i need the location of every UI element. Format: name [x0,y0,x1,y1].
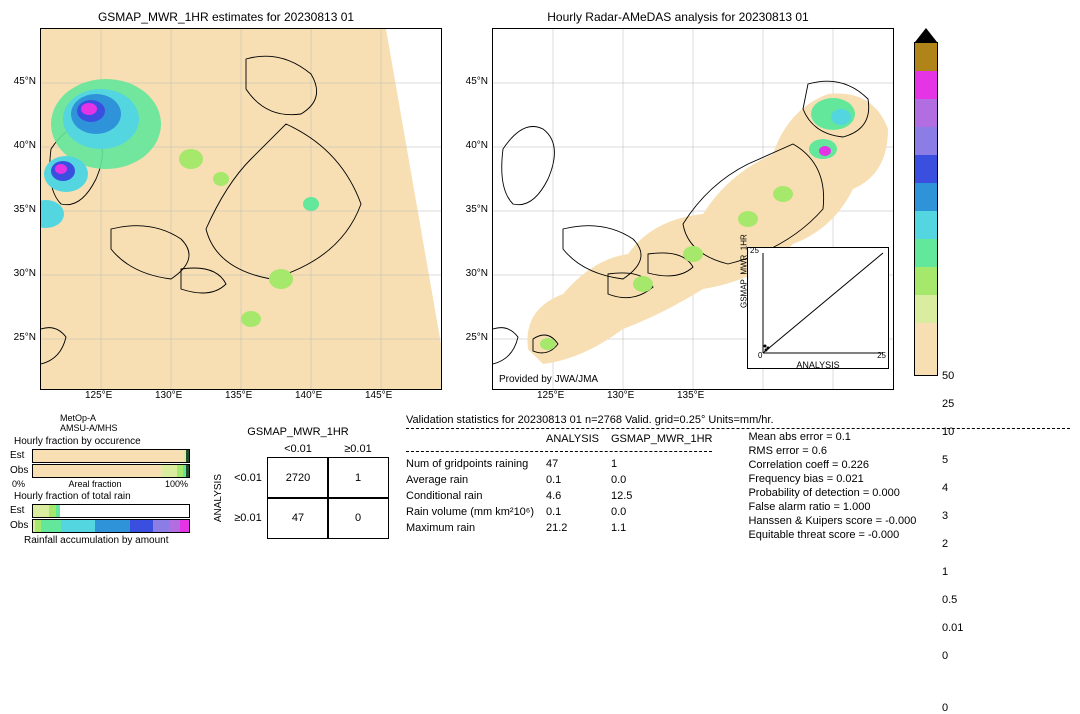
totalrain-bars: EstObs [10,504,190,533]
stats-block: Validation statistics for 20230813 01 n=… [406,414,1070,543]
top-row: GSMAP_MWR_1HR estimates for 20230813 01 … [10,10,1070,406]
provider-label: Provided by JWA/JMA [499,374,598,385]
occurrence-title: Hourly fraction by occurence [14,436,190,447]
right-lon-axis: 125°E 130°E 135°E [492,390,894,406]
bottom-row: MetOp-A AMSU-A/MHS Hourly fraction by oc… [10,414,1070,548]
right-map: ANALYSIS GSMAP_MWR_1HR 25 25 0 Provided … [492,28,894,390]
left-map [40,28,442,390]
sensor-label: AMSU-A/MHS [60,424,190,434]
left-lon-axis: 125°E 130°E 135°E 140°E 145°E [40,390,442,406]
occurrence-bars: EstObs [10,449,190,478]
totalrain-caption: Rainfall accumulation by amount [24,535,190,546]
contingency-table: GSMAP_MWR_1HR <0.01 ≥0.01 ANALYSIS <0.01… [208,426,388,538]
scatter-inset: ANALYSIS GSMAP_MWR_1HR 25 25 0 [747,247,889,369]
colorbar: 502510543210.50.0100 [914,28,938,406]
right-map-panel: Hourly Radar-AMeDAS analysis for 2023081… [462,10,894,406]
fraction-block: MetOp-A AMSU-A/MHS Hourly fraction by oc… [10,414,190,548]
metrics-list: Mean abs error = 0.1RMS error = 0.6Corre… [748,431,916,543]
left-map-svg [41,29,441,389]
left-lat-axis: 45°N 40°N 35°N 30°N 25°N [10,28,40,390]
colorbar-overflow-icon [915,28,937,42]
right-lat-axis: 45°N 40°N 35°N 30°N 25°N [462,28,492,390]
totalrain-title: Hourly fraction of total rain [14,491,190,502]
left-map-title: GSMAP_MWR_1HR estimates for 20230813 01 [10,10,442,24]
right-map-title: Hourly Radar-AMeDAS analysis for 2023081… [462,10,894,24]
occurrence-axis: 0% Areal fraction 100% [10,479,190,489]
colorbar-body [914,42,938,376]
left-map-panel: GSMAP_MWR_1HR estimates for 20230813 01 … [10,10,442,406]
stats-table: ANALYSISGSMAP_MWR_1HR Num of gridpoints … [406,431,724,536]
